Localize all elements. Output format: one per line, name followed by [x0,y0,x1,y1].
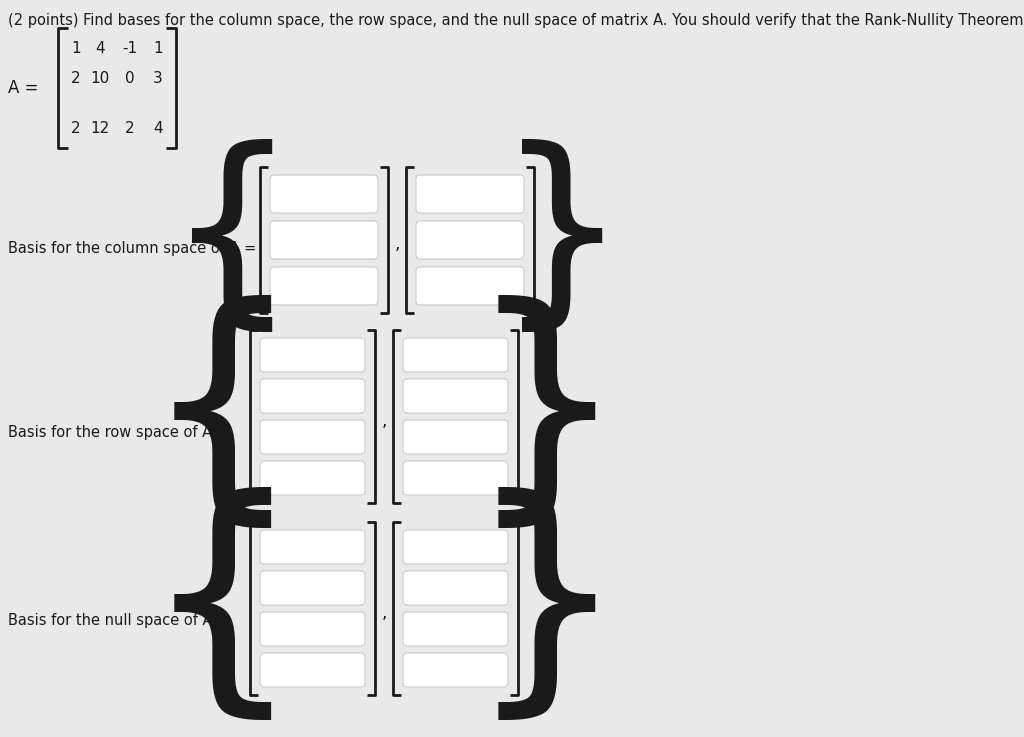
Text: }: } [466,295,626,538]
FancyBboxPatch shape [260,653,365,687]
FancyBboxPatch shape [260,379,365,413]
Text: A =: A = [8,79,39,97]
Text: 10: 10 [90,71,110,85]
Text: 2: 2 [72,71,81,85]
Text: Basis for the null space of A =: Basis for the null space of A = [8,612,229,627]
Text: 2: 2 [125,121,135,136]
FancyBboxPatch shape [416,267,524,305]
Text: 4: 4 [95,41,104,55]
FancyBboxPatch shape [416,175,524,213]
FancyBboxPatch shape [260,571,365,605]
FancyBboxPatch shape [403,612,508,646]
FancyBboxPatch shape [403,338,508,372]
FancyBboxPatch shape [260,461,365,495]
Text: {: { [142,487,302,730]
Text: 1: 1 [154,41,163,55]
FancyBboxPatch shape [270,267,378,305]
Text: {: { [166,139,298,341]
FancyBboxPatch shape [270,221,378,259]
FancyBboxPatch shape [260,338,365,372]
FancyBboxPatch shape [403,530,508,564]
FancyBboxPatch shape [260,420,365,454]
FancyBboxPatch shape [416,221,524,259]
Text: 4: 4 [154,121,163,136]
Text: }: } [496,139,628,341]
Text: ,: , [394,235,399,253]
Text: 3: 3 [154,71,163,85]
Text: }: } [466,487,626,730]
FancyBboxPatch shape [403,461,508,495]
Text: Basis for the column space of A =: Basis for the column space of A = [8,240,256,256]
FancyBboxPatch shape [270,175,378,213]
Text: 1: 1 [72,41,81,55]
FancyBboxPatch shape [403,571,508,605]
Text: ,: , [381,604,387,621]
Text: 12: 12 [90,121,110,136]
FancyBboxPatch shape [403,653,508,687]
Text: (2 points) Find bases for the column space, the row space, and the null space of: (2 points) Find bases for the column spa… [8,13,1024,28]
Text: 2: 2 [72,121,81,136]
FancyBboxPatch shape [403,420,508,454]
Text: Basis for the row space of A =: Basis for the row space of A = [8,425,229,439]
Text: -1: -1 [123,41,137,55]
Text: 0: 0 [125,71,135,85]
Text: {: { [142,295,302,538]
FancyBboxPatch shape [260,530,365,564]
FancyBboxPatch shape [260,612,365,646]
FancyBboxPatch shape [403,379,508,413]
Text: ,: , [381,411,387,430]
